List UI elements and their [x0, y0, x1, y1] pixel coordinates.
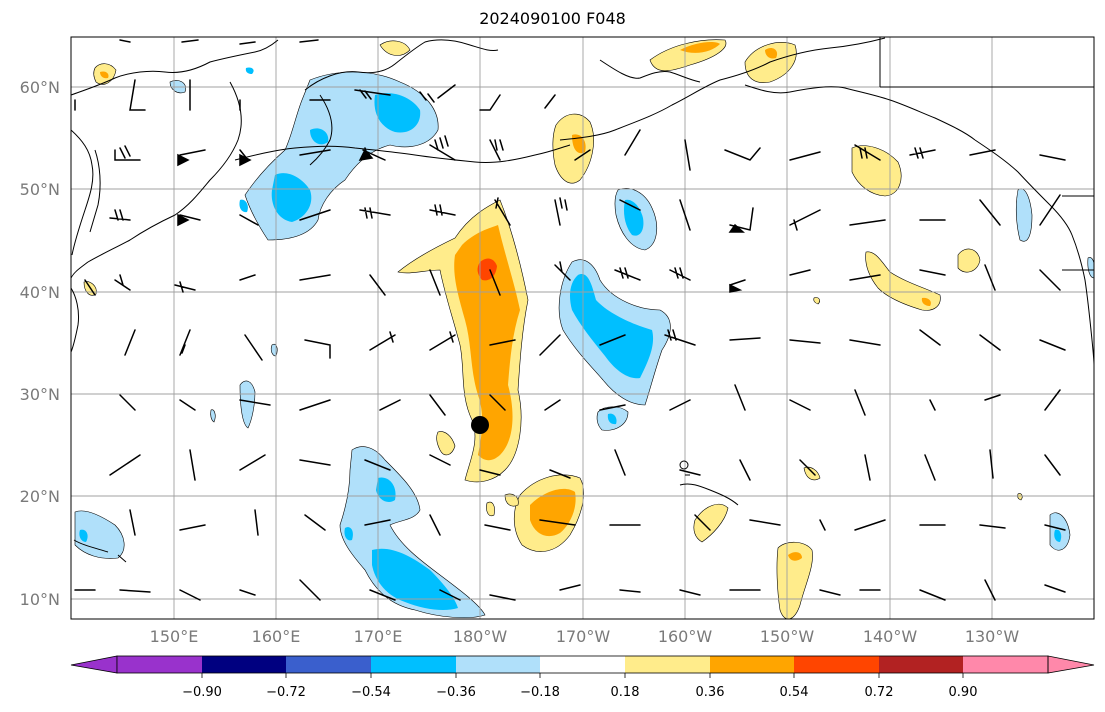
- coast-sakhalin: [89, 149, 101, 233]
- map-title: 2024090100 F048: [479, 9, 626, 28]
- colorbar-bin: [371, 656, 456, 673]
- colorbar-tick-label: −0.72: [266, 685, 306, 700]
- colorbar-tick-label: 0.54: [780, 685, 809, 700]
- coast-aleutians: [234, 144, 571, 163]
- lon-label: 160°W: [658, 627, 713, 646]
- colorbar: −0.90 −0.72 −0.54 −0.36 −0.18 0.18 0.36 …: [70, 655, 1095, 700]
- latitude-labels: 60°N 50°N 40°N 30°N 20°N 10°N: [20, 78, 60, 609]
- colorbar-tick-label: −0.54: [351, 685, 391, 700]
- colorbar-bin: [117, 656, 202, 673]
- anomaly-blob-bering: [244, 71, 439, 241]
- coastlines: [71, 37, 1094, 563]
- location-marker: [471, 416, 489, 434]
- colorbar-tick-label: 0.72: [865, 685, 894, 700]
- colorbar-bin: [794, 656, 879, 673]
- colorbar-bin: [286, 656, 371, 673]
- colorbar-tick-label: 0.90: [949, 685, 978, 700]
- map-frame: [70, 36, 1095, 620]
- lon-label: 160°E: [252, 627, 301, 646]
- negative-anomaly-fills: [74, 67, 1094, 619]
- coast-bc-west: [974, 139, 1094, 366]
- lat-label: 10°N: [20, 590, 60, 609]
- colorbar-tick-label: −0.18: [520, 685, 560, 700]
- colorbar-bin: [540, 656, 625, 673]
- wind-barbs: [74, 39, 1066, 601]
- positive-anomaly-fills: [83, 39, 1023, 619]
- colorbar-tick-label: −0.90: [182, 685, 222, 700]
- colorbar-bin: [202, 656, 286, 673]
- lat-label: 30°N: [20, 385, 60, 404]
- coast-hawaii: [679, 483, 739, 506]
- lon-label: 140°W: [863, 627, 918, 646]
- coast-asia-kamchatka: [71, 39, 279, 279]
- colorbar-bin: [710, 656, 794, 673]
- colorbar-tick-label: 0.18: [611, 685, 640, 700]
- lon-label: 170°E: [354, 627, 403, 646]
- lon-label: 130°W: [965, 627, 1020, 646]
- lon-label: 150°E: [150, 627, 199, 646]
- lat-label: 60°N: [20, 78, 60, 97]
- colorbar-bin: [963, 656, 1048, 673]
- colorbar-extend-high: [1047, 655, 1095, 674]
- colorbar-tick-label: −0.36: [436, 685, 476, 700]
- colorbar-bin: [879, 656, 963, 673]
- coast-chukotka: [304, 39, 499, 91]
- longitude-labels: 150°E 160°E 170°E 180°W 170°W 160°W 150°…: [150, 627, 1020, 646]
- coast-sea-okhotsk: [71, 129, 94, 256]
- colorbar-bin: [625, 656, 710, 673]
- lat-label: 40°N: [20, 283, 60, 302]
- coast-japan: [71, 287, 79, 353]
- coast-alaska: [559, 37, 886, 141]
- map-area: [71, 37, 1094, 619]
- lon-label: 170°W: [556, 627, 611, 646]
- lon-label: 150°W: [760, 627, 815, 646]
- colorbar-extend-low: [70, 655, 118, 674]
- colorbar-bin: [456, 656, 540, 673]
- colorbar-tick-label: 0.36: [696, 685, 725, 700]
- lat-label: 50°N: [20, 180, 60, 199]
- lat-label: 20°N: [20, 487, 60, 506]
- lon-label: 180°W: [453, 627, 508, 646]
- gridlines: [71, 37, 1094, 619]
- anomaly-blob-gulf-alaska: [744, 42, 797, 83]
